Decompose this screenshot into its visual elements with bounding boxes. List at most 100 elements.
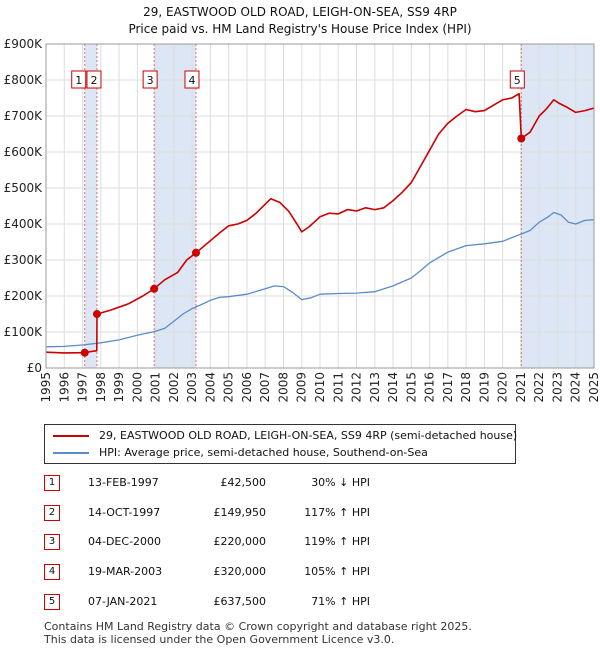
y-tick-label: £700K [4, 109, 44, 123]
y-tick-label: £400K [4, 217, 44, 231]
y-tick-label: £200K [4, 289, 44, 303]
chart-title: 29, EASTWOOD OLD ROAD, LEIGH-ON-SEA, SS9… [0, 4, 600, 38]
x-tick-label: 2016 [423, 372, 437, 403]
sale-point [191, 248, 200, 257]
legend-label-hpi: HPI: Average price, semi-detached house,… [99, 446, 428, 459]
sale-label-border [86, 70, 102, 89]
y-tick-label: £900K [4, 38, 44, 51]
x-tick-label: 2013 [368, 372, 382, 403]
sale-date: 13-FEB-1997 [88, 476, 159, 489]
shaded-ownership-range [154, 44, 196, 368]
sale-label-number: 5 [514, 74, 521, 87]
x-tick-label: 2020 [496, 372, 510, 403]
sale-label-border [184, 70, 200, 89]
x-tick-label: 1999 [112, 372, 126, 403]
series-line-hpi [45, 211, 595, 348]
x-tick-label: 2017 [441, 372, 455, 403]
sale-hpi-change: 105% ↑ HPI [304, 565, 370, 578]
title-line-2: Price paid vs. HM Land Registry's House … [128, 22, 472, 36]
sale-price: £320,000 [213, 565, 267, 578]
sale-number: 1 [44, 475, 60, 491]
x-tick-label: 2018 [459, 372, 473, 403]
sale-label-border [71, 70, 87, 89]
sale-date: 19-MAR-2003 [88, 565, 163, 578]
sale-price: £149,950 [213, 506, 267, 519]
y-tick-label: £300K [4, 253, 44, 267]
x-tick-label: 2009 [295, 372, 309, 403]
sale-row: 3 04-DEC-2000 £220,000 119% ↑ HPI [0, 532, 600, 552]
title-line-1: 29, EASTWOOD OLD ROAD, LEIGH-ON-SEA, SS9… [143, 5, 457, 19]
sale-point [150, 284, 159, 293]
x-tick-label: 2010 [313, 372, 327, 403]
sale-number: 2 [44, 505, 60, 521]
plot-frame [45, 43, 595, 369]
sale-label-number: 2 [90, 74, 97, 87]
sale-label-number: 4 [188, 74, 195, 87]
x-tick-label: 2021 [514, 372, 528, 403]
sale-label-box: 3 [142, 70, 158, 89]
y-tick-label: £0 [27, 361, 42, 375]
x-tick-label: 2024 [569, 372, 583, 403]
legend: 29, EASTWOOD OLD ROAD, LEIGH-ON-SEA, SS9… [44, 424, 518, 464]
sale-label-border [509, 70, 525, 89]
x-tick-label: 2022 [532, 372, 546, 403]
x-tick-label: 2014 [386, 372, 400, 403]
x-tick-label: 2025 [587, 372, 600, 403]
y-tick-label: £100K [4, 325, 44, 339]
sale-price: £637,500 [213, 595, 267, 608]
x-tick-label: 2012 [350, 372, 364, 403]
sale-point [517, 134, 526, 143]
x-tick-label: 2011 [331, 372, 345, 403]
sale-label-box: 1 [71, 70, 87, 89]
x-tick-label: 1995 [39, 372, 53, 403]
sale-label-border [142, 70, 158, 89]
sale-number: 5 [44, 594, 60, 610]
sale-point [80, 348, 89, 357]
sale-hpi-change: 30% ↓ HPI [311, 476, 370, 489]
x-tick-label: 2003 [185, 372, 199, 403]
x-tick-label: 2007 [258, 372, 272, 403]
sale-number: 4 [44, 564, 60, 580]
sale-date: 07-JAN-2021 [88, 595, 158, 608]
footer-copyright: Contains HM Land Registry data © Crown c… [44, 620, 472, 633]
sale-label-number: 1 [75, 74, 82, 87]
y-tick-label: £600K [4, 145, 44, 159]
sale-hpi-change: 119% ↑ HPI [304, 535, 370, 548]
sale-price: £220,000 [213, 535, 267, 548]
sale-row: 5 07-JAN-2021 £637,500 71% ↑ HPI [0, 592, 600, 612]
sale-label-box: 2 [86, 70, 102, 89]
series-line-price [45, 92, 595, 354]
x-tick-label: 2023 [550, 372, 564, 403]
legend-swatch-price [53, 435, 89, 437]
shaded-ownership-range [84, 44, 97, 368]
sale-price: £42,500 [220, 476, 267, 489]
sale-label-number: 3 [147, 74, 154, 87]
sale-row: 2 14-OCT-1997 £149,950 117% ↑ HPI [0, 503, 600, 523]
sale-label-box: 4 [184, 70, 200, 89]
x-tick-label: 2006 [240, 372, 254, 403]
y-tick-label: £800K [4, 73, 44, 87]
x-tick-label: 2015 [404, 372, 418, 403]
sale-date: 14-OCT-1997 [88, 506, 161, 519]
x-tick-label: 2005 [222, 372, 236, 403]
x-tick-label: 1997 [76, 372, 90, 403]
sale-point [92, 310, 101, 319]
sale-hpi-change: 117% ↑ HPI [304, 506, 370, 519]
legend-swatch-hpi [53, 452, 89, 454]
sale-row: 4 19-MAR-2003 £320,000 105% ↑ HPI [0, 562, 600, 582]
x-tick-label: 2001 [149, 372, 163, 403]
x-tick-label: 2004 [203, 372, 217, 403]
x-tick-label: 2008 [276, 372, 290, 403]
sale-number: 3 [44, 534, 60, 550]
footer: Contains HM Land Registry data © Crown c… [44, 620, 472, 646]
x-tick-label: 2002 [167, 372, 181, 403]
sale-date: 04-DEC-2000 [88, 535, 162, 548]
x-tick-label: 2000 [130, 372, 144, 403]
x-tick-label: 1998 [94, 372, 108, 403]
footer-licence: This data is licensed under the Open Gov… [44, 633, 395, 646]
legend-label-price: 29, EASTWOOD OLD ROAD, LEIGH-ON-SEA, SS9… [99, 429, 518, 442]
x-tick-label: 2019 [477, 372, 491, 403]
y-tick-label: £500K [4, 181, 44, 195]
sale-hpi-change: 71% ↑ HPI [311, 595, 370, 608]
